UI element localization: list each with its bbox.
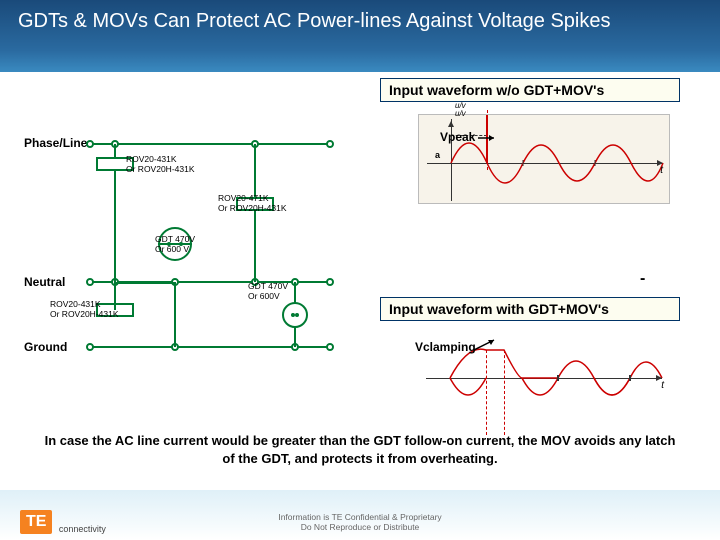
vpeak-label: Vpeak: [440, 130, 475, 144]
term-n-r: [326, 278, 334, 286]
term-n-l: [86, 278, 94, 286]
bottom-note: In case the AC line current would be gre…: [0, 432, 720, 467]
phase-label: Phase/Line: [24, 136, 87, 150]
gdt2: [282, 302, 308, 328]
gdt2-label: GDT 470VOr 600V: [248, 282, 288, 302]
chart-top-uv2: u/v: [455, 109, 466, 118]
term-p-l: [86, 140, 94, 148]
footer: TE connectivity Information is TE Confid…: [0, 490, 720, 540]
gdt1-label: GDT 470VOr 600 V: [155, 235, 195, 255]
vclamp-arrow: [474, 336, 502, 354]
mov2-label: ROV20-471KOr ROV20H-431K: [218, 194, 287, 214]
chart-top-a-label: a: [435, 150, 440, 160]
phase-line: [90, 143, 330, 145]
chart-top-curve: [419, 115, 671, 205]
v3-line: [174, 282, 176, 347]
mov3-link-h: [115, 282, 175, 284]
mov3-label: ROV20-431KOr ROV20H-431K: [50, 300, 119, 320]
footer-note: Information is TE Confidential & Proprie…: [0, 512, 720, 532]
vclamp-label: Vclamping: [415, 340, 476, 354]
vpeak-arrow: [478, 132, 498, 144]
page-title: GDTs & MOVs Can Protect AC Power-lines A…: [18, 10, 610, 32]
ground-label: Ground: [24, 340, 67, 354]
chart-top: a t u/v u/v: [418, 114, 670, 204]
wave-bot-title: Input waveform with GDT+MOV's: [380, 297, 680, 321]
title-bar: GDTs & MOVs Can Protect AC Power-lines A…: [0, 0, 720, 72]
neutral-label: Neutral: [24, 275, 65, 289]
wave-top-title: Input waveform w/o GDT+MOV's: [380, 78, 680, 102]
chart-top-t-label: t: [660, 165, 663, 176]
term-g-r: [326, 343, 334, 351]
chart-bot-t-label: t: [661, 380, 664, 391]
minus-sign: -: [640, 270, 645, 288]
mov3-link-v: [114, 282, 116, 310]
content-area: Input waveform w/o GDT+MOV's a t u/v u/v…: [0, 72, 720, 490]
term-p-r: [326, 140, 334, 148]
mov1-label: ROV20-431KOr ROV20H-431K: [126, 155, 195, 175]
term-g-l: [86, 343, 94, 351]
